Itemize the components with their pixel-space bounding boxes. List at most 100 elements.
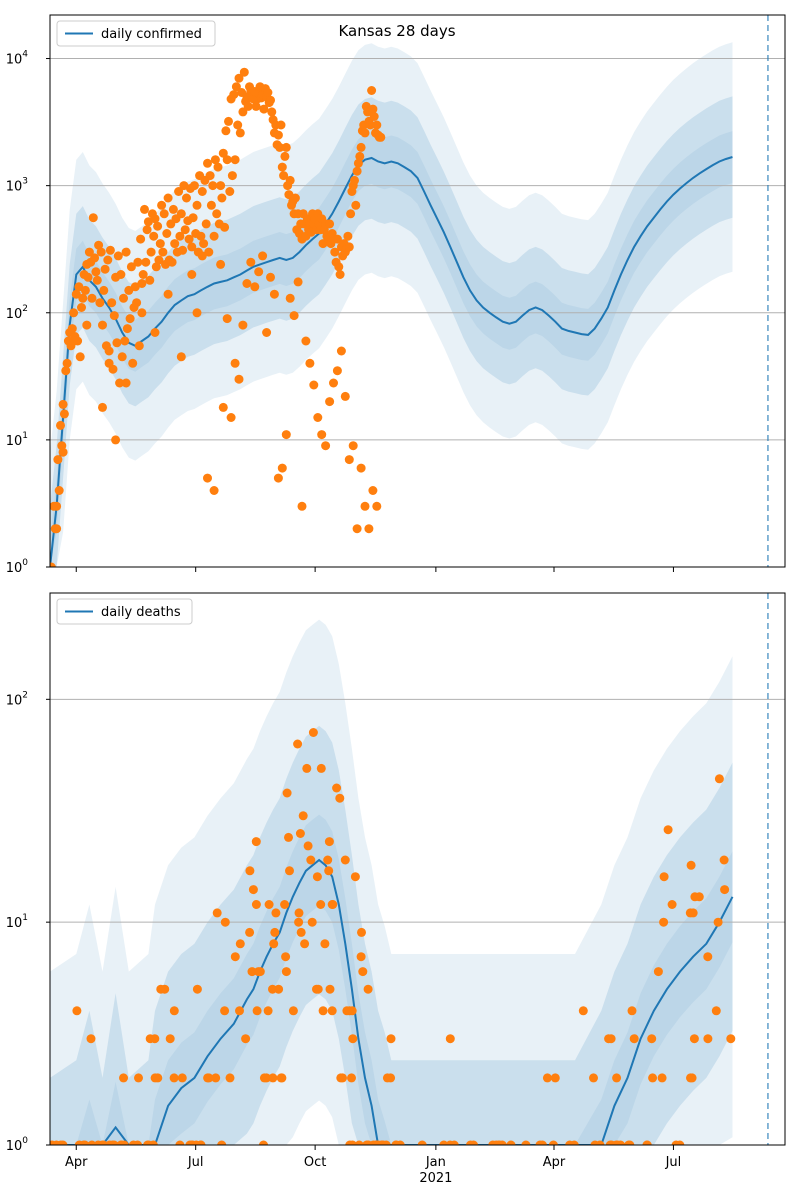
data-point-deaths-31-1 [350, 872, 360, 882]
data-point-confirmed-225 [343, 231, 353, 241]
data-point-deaths-19-2 [269, 939, 279, 949]
data-point-confirmed-75 [146, 247, 156, 257]
data-point-confirmed-307 [368, 486, 378, 495]
data-point-deaths-3-0 [86, 1034, 96, 1044]
data-point-confirmed-304 [356, 463, 366, 473]
data-point-confirmed-113 [196, 231, 206, 241]
data-point-deaths-43-2 [590, 1140, 600, 1145]
ytick-label-deaths-2: 102 [6, 690, 28, 708]
data-point-confirmed-280 [262, 328, 272, 337]
data-point-confirmed-59 [125, 314, 135, 324]
data-point-confirmed-279 [258, 251, 268, 261]
data-point-confirmed-256 [104, 358, 114, 368]
data-point-deaths-25-3 [313, 984, 323, 994]
data-point-deaths-31-0 [347, 1006, 357, 1016]
data-point-confirmed-98 [176, 209, 186, 219]
data-point-confirmed-282 [269, 289, 279, 299]
data-point-deaths-43-1 [578, 1006, 588, 1016]
data-point-confirmed-289 [297, 501, 307, 511]
data-point-confirmed-295 [321, 441, 331, 451]
data-point-confirmed-43 [104, 346, 114, 356]
data-point-confirmed-211 [325, 219, 335, 229]
data-point-deaths-28-3 [332, 783, 342, 793]
data-point-confirmed-253 [69, 336, 79, 346]
data-point-confirmed-300 [340, 391, 350, 401]
data-point-deaths-21-3 [285, 866, 294, 876]
data-point-deaths-26-2 [316, 763, 326, 773]
legend-box-confirmed [56, 20, 216, 47]
data-point-confirmed-42 [103, 255, 113, 265]
data-point-deaths-14-3 [235, 939, 245, 949]
data-point-deaths-29-0 [335, 793, 345, 803]
data-point-confirmed-9 [59, 409, 69, 419]
data-point-deaths-50-2 [686, 1073, 695, 1083]
data-point-deaths-53-0 [720, 885, 730, 895]
data-point-confirmed-53 [117, 352, 127, 362]
data-point-confirmed-15 [67, 324, 77, 334]
data-point-confirmed-110 [192, 200, 202, 210]
data-point-confirmed-286 [285, 293, 295, 303]
data-point-confirmed-128 [216, 181, 226, 191]
data-point-confirmed-257 [111, 435, 121, 445]
data-point-deaths-23-3 [298, 811, 308, 821]
data-point-confirmed-185 [290, 193, 300, 203]
data-point-deaths-13-0 [225, 1073, 235, 1083]
data-point-confirmed-106 [187, 242, 197, 252]
plot-area-deaths [50, 619, 785, 1145]
data-point-deaths-5-3 [116, 1140, 126, 1145]
xtick-year-label: 2021 [419, 1171, 452, 1186]
data-point-deaths-46-0 [627, 1006, 637, 1016]
core-band-confirmed [50, 131, 733, 567]
data-point-confirmed-142 [234, 73, 244, 83]
data-point-confirmed-33 [91, 267, 101, 277]
data-point-confirmed-299 [336, 346, 346, 356]
trend-line-confirmed [50, 156, 733, 567]
data-point-deaths-46-2 [624, 1140, 634, 1145]
data-point-confirmed-261 [163, 289, 173, 299]
panel-daily-confirmed: 100 101 102 103 104 daily confirmed [6, 14, 786, 576]
data-point-deaths-13-3 [220, 1006, 230, 1016]
data-point-confirmed-117 [201, 219, 211, 229]
data-point-deaths-48-2 [653, 967, 663, 977]
data-point-confirmed-135 [225, 187, 235, 196]
data-point-deaths-41-3 [537, 1140, 547, 1145]
data-point-deaths-38-3 [449, 1140, 459, 1145]
data-point-confirmed-65 [133, 257, 143, 267]
data-point-deaths-16-0 [251, 837, 261, 847]
data-point-confirmed-274 [238, 320, 248, 330]
data-point-deaths-32-1 [356, 952, 366, 962]
data-point-deaths-47-0 [647, 1034, 657, 1044]
ytick-label-deaths-1: 101 [6, 913, 28, 931]
data-point-confirmed-52 [116, 270, 126, 279]
data-point-confirmed-25 [80, 285, 90, 295]
data-point-confirmed-252 [58, 447, 68, 457]
data-point-confirmed-50 [113, 251, 123, 261]
data-point-confirmed-64 [132, 298, 142, 308]
data-point-confirmed-161 [259, 104, 269, 114]
data-point-confirmed-306 [364, 524, 374, 534]
data-point-confirmed-219 [335, 270, 345, 279]
data-point-confirmed-297 [329, 378, 338, 388]
data-point-deaths-9-1 [169, 1006, 179, 1016]
data-point-deaths-9-0 [169, 1073, 179, 1083]
inner-band-confirmed [50, 96, 733, 567]
data-point-deaths-42-2 [565, 1140, 575, 1145]
data-point-deaths-22-2 [288, 1006, 298, 1016]
data-point-deaths-13-1 [220, 917, 230, 927]
data-point-deaths-16-1 [252, 1006, 262, 1016]
data-point-confirmed-16 [69, 308, 79, 318]
data-point-confirmed-44 [105, 245, 115, 255]
data-point-confirmed-118 [203, 158, 212, 168]
data-point-confirmed-255 [98, 402, 107, 412]
data-point-confirmed-265 [197, 251, 207, 261]
data-point-confirmed-176 [279, 171, 289, 181]
data-point-confirmed-269 [218, 402, 228, 412]
data-point-confirmed-115 [199, 239, 209, 249]
data-point-deaths-37-3 [391, 1140, 401, 1145]
data-point-confirmed-278 [254, 267, 264, 277]
data-point-deaths-19-0 [274, 984, 284, 994]
data-point-confirmed-173 [275, 142, 285, 152]
data-point-deaths-51-1 [689, 1034, 699, 1044]
data-point-confirmed-267 [209, 486, 219, 495]
data-point-confirmed-172 [273, 130, 283, 140]
